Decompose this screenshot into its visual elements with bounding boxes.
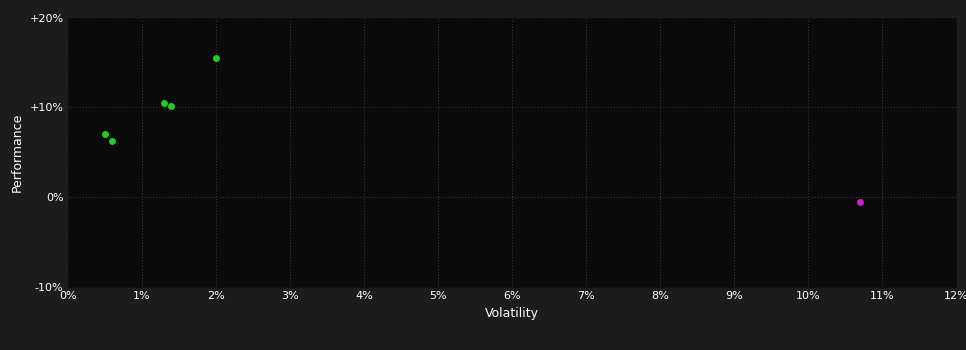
Point xyxy=(208,55,223,61)
Point xyxy=(97,132,112,137)
X-axis label: Volatility: Volatility xyxy=(485,307,539,320)
Point xyxy=(852,199,867,204)
Point xyxy=(104,139,120,144)
Point xyxy=(163,103,179,108)
Point xyxy=(156,100,172,106)
Y-axis label: Performance: Performance xyxy=(11,113,24,192)
